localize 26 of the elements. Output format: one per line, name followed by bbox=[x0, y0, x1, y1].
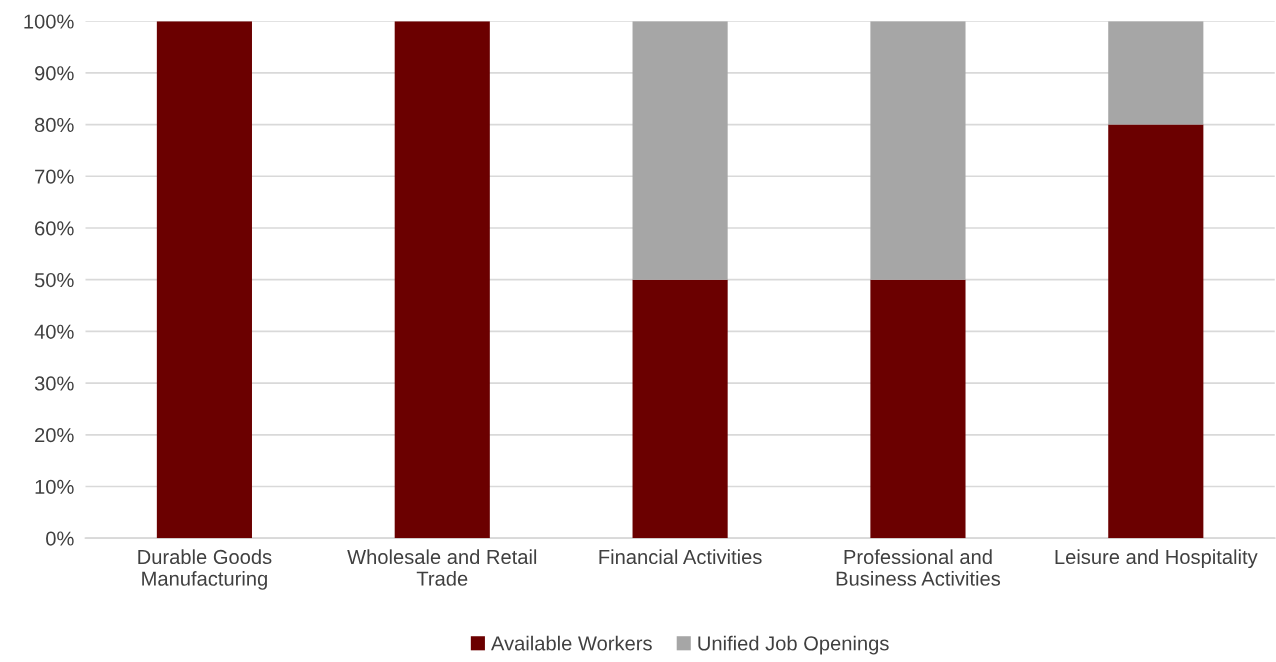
x-tick-label: Durable Goods Manufacturing bbox=[138, 549, 272, 590]
bar bbox=[632, 279, 728, 539]
x-tick-label: Wholesale and Retail Trade bbox=[347, 549, 537, 586]
legend-label: Available Workers bbox=[491, 635, 652, 651]
y-tick-label: 0% bbox=[46, 531, 74, 546]
x-tick-label: Professional and Business Activities bbox=[836, 549, 1001, 586]
y-tick-label: 20% bbox=[35, 428, 74, 443]
y-tick-label: 10% bbox=[35, 479, 74, 494]
y-tick-label: 60% bbox=[35, 221, 74, 236]
y-tick-label: 70% bbox=[35, 169, 74, 184]
bar bbox=[870, 21, 966, 280]
bar bbox=[1108, 124, 1204, 539]
y-tick-label: 90% bbox=[35, 66, 74, 81]
bar bbox=[632, 21, 728, 280]
y-tick-label: 80% bbox=[34, 117, 74, 133]
bar bbox=[394, 21, 490, 539]
y-tick-label: 100% bbox=[24, 14, 74, 29]
y-tick-label: 40% bbox=[34, 324, 74, 339]
bar bbox=[870, 279, 966, 539]
legend-label: Unified Job Openings bbox=[698, 635, 889, 655]
bar bbox=[156, 21, 252, 539]
x-tick-label: Financial Activities bbox=[599, 549, 762, 565]
y-tick-label: 30% bbox=[34, 376, 74, 391]
y-tick-label: 50% bbox=[34, 272, 74, 288]
x-tick-label: Leisure and Hospitality bbox=[1055, 549, 1258, 569]
bar bbox=[1108, 21, 1204, 125]
